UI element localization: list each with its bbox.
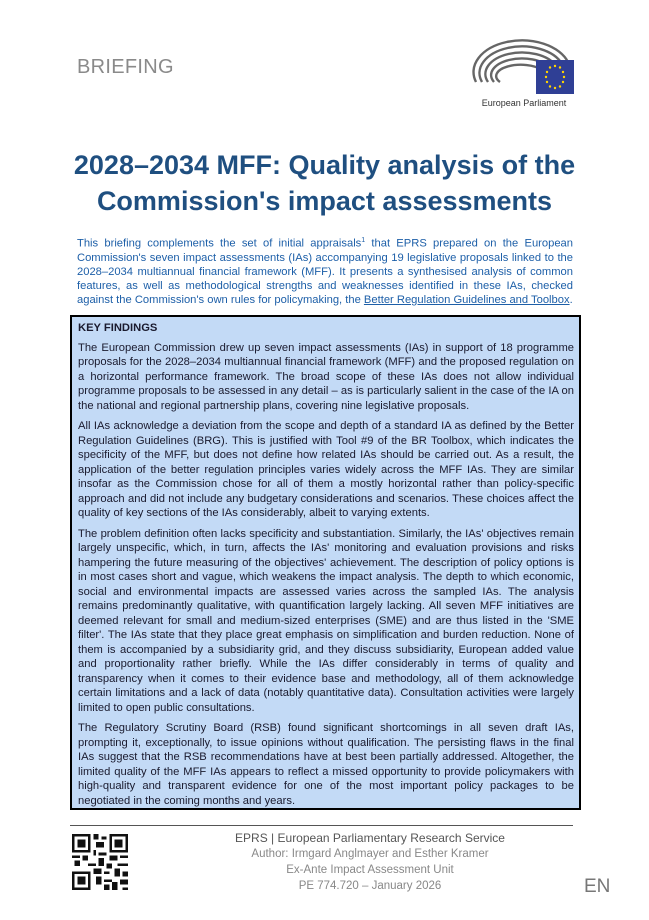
- better-regulation-link[interactable]: Better Regulation Guidelines and Toolbox: [363, 293, 570, 306]
- footer-divider: [70, 825, 573, 826]
- footer-organisation: EPRS | European Parliamentary Research S…: [235, 831, 505, 845]
- european-parliament-logo: European Parliament: [472, 38, 576, 112]
- intro-text: that EPRS prepared on the European Commi…: [77, 237, 573, 306]
- key-findings-heading: KEY FINDINGS: [78, 322, 158, 334]
- key-finding-paragraph: The problem definition often lacks speci…: [78, 527, 574, 714]
- qr-code-icon[interactable]: [72, 833, 128, 891]
- footer-unit: Ex-Ante Impact Assessment Unit: [286, 864, 454, 876]
- footnote-ref[interactable]: 1: [361, 237, 366, 244]
- footer-reference: PE 774.720 – January 2026: [298, 880, 442, 892]
- intro-end: .: [569, 293, 573, 306]
- key-finding-paragraph: The Regulatory Scrutiny Board (RSB) foun…: [78, 722, 574, 807]
- footer-author: Author: Irmgard Anglmayer and Esther Kra…: [251, 848, 489, 860]
- hemicycle-icon: [472, 39, 574, 94]
- key-finding-paragraph: All IAs acknowledge a deviation from the…: [78, 420, 574, 519]
- language-code: EN: [584, 876, 611, 897]
- logo-text: European Parliament: [481, 98, 567, 108]
- key-findings-box: KEY FINDINGS The European Commission dre…: [70, 315, 581, 810]
- intro-paragraph: This briefing complements the set of ini…: [77, 234, 573, 307]
- intro-text: This briefing complements the set of ini…: [77, 237, 362, 250]
- key-finding-paragraph: The European Commission drew up seven im…: [78, 341, 574, 412]
- page-title: 2028–2034 MFF: Quality analysis of the C…: [73, 150, 576, 216]
- footer: EPRS | European Parliamentary Research S…: [200, 830, 540, 894]
- document-type-label: BRIEFING: [77, 56, 174, 78]
